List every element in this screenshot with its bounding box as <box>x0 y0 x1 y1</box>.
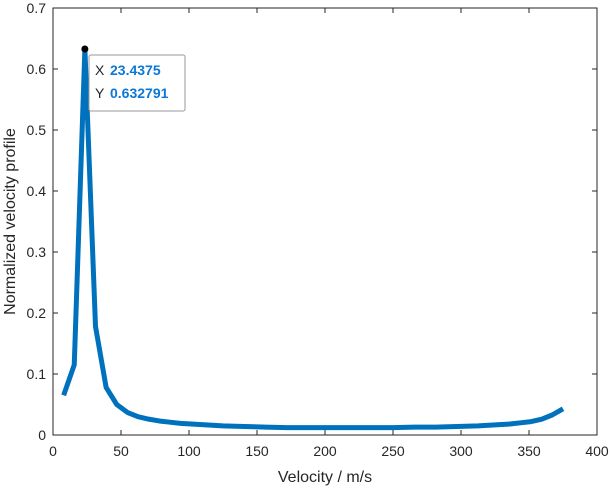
datatip-marker[interactable] <box>81 45 89 53</box>
y-tick-label: 0.4 <box>27 183 47 199</box>
datatip-x-key: X <box>95 62 105 78</box>
y-tick-label: 0.2 <box>27 305 47 321</box>
datatip[interactable]: X 23.4375 Y 0.632791 <box>88 54 186 112</box>
x-axis-ticks: 0 50 100 150 200 250 300 350 400 <box>49 8 609 459</box>
y-tick-label: 0.7 <box>27 0 47 16</box>
y-tick-label: 0.5 <box>27 122 47 138</box>
plot-box <box>52 7 598 436</box>
y-tick-label: 0.6 <box>27 61 47 77</box>
datatip-y-value: 0.632791 <box>110 85 169 101</box>
y-tick-label: 0.1 <box>27 366 47 382</box>
x-tick-label: 150 <box>245 443 269 459</box>
x-tick-label: 200 <box>313 443 337 459</box>
x-tick-label: 400 <box>585 443 609 459</box>
y-tick-label: 0 <box>38 427 46 443</box>
datatip-y-key: Y <box>95 85 105 101</box>
x-tick-label: 50 <box>113 443 129 459</box>
datatip-box <box>88 54 186 112</box>
y-tick-label: 0.3 <box>27 244 47 260</box>
x-tick-label: 350 <box>517 443 541 459</box>
y-axis-ticks: 0 0.1 0.2 0.3 0.4 0.5 0.6 0.7 <box>27 0 597 443</box>
series-line <box>61 46 565 431</box>
datatip-x-value: 23.4375 <box>110 62 161 78</box>
x-tick-label: 0 <box>49 443 57 459</box>
x-tick-label: 300 <box>449 443 473 459</box>
x-tick-label: 250 <box>381 443 405 459</box>
x-tick-label: 100 <box>177 443 201 459</box>
y-axis-label: Normalized velocity profile <box>2 128 19 315</box>
x-axis-label: Velocity / m/s <box>278 469 372 486</box>
